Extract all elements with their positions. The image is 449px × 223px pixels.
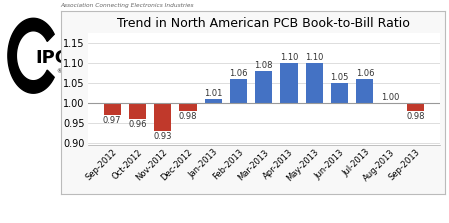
Bar [230,79,247,103]
Bar [205,99,222,103]
Polygon shape [8,18,54,93]
Text: 0.98: 0.98 [406,112,425,121]
Text: 0.93: 0.93 [154,132,172,141]
Bar [281,63,298,103]
Bar [154,103,172,131]
Bar [356,79,374,103]
Text: 0.96: 0.96 [128,120,147,129]
Bar [255,71,273,103]
Text: 1.08: 1.08 [255,61,273,70]
Bar [129,103,146,119]
Bar [180,103,197,111]
Bar [104,103,121,115]
Text: 1.10: 1.10 [305,53,324,62]
Text: ®: ® [57,69,62,74]
Text: 1.00: 1.00 [381,93,399,102]
Text: 1.10: 1.10 [280,53,298,62]
Text: 0.97: 0.97 [103,116,121,125]
Text: Association Connecting Electronics Industries: Association Connecting Electronics Indus… [61,3,194,8]
Text: 1.06: 1.06 [229,69,248,78]
Bar [331,83,348,103]
Title: Trend in North American PCB Book-to-Bill Ratio: Trend in North American PCB Book-to-Bill… [117,17,410,29]
Text: 1.05: 1.05 [330,73,349,82]
Text: IPC: IPC [35,49,68,66]
Bar [306,63,323,103]
Text: 0.98: 0.98 [179,112,197,121]
Bar [407,103,424,111]
Text: 1.01: 1.01 [204,89,222,98]
Text: 1.06: 1.06 [356,69,374,78]
